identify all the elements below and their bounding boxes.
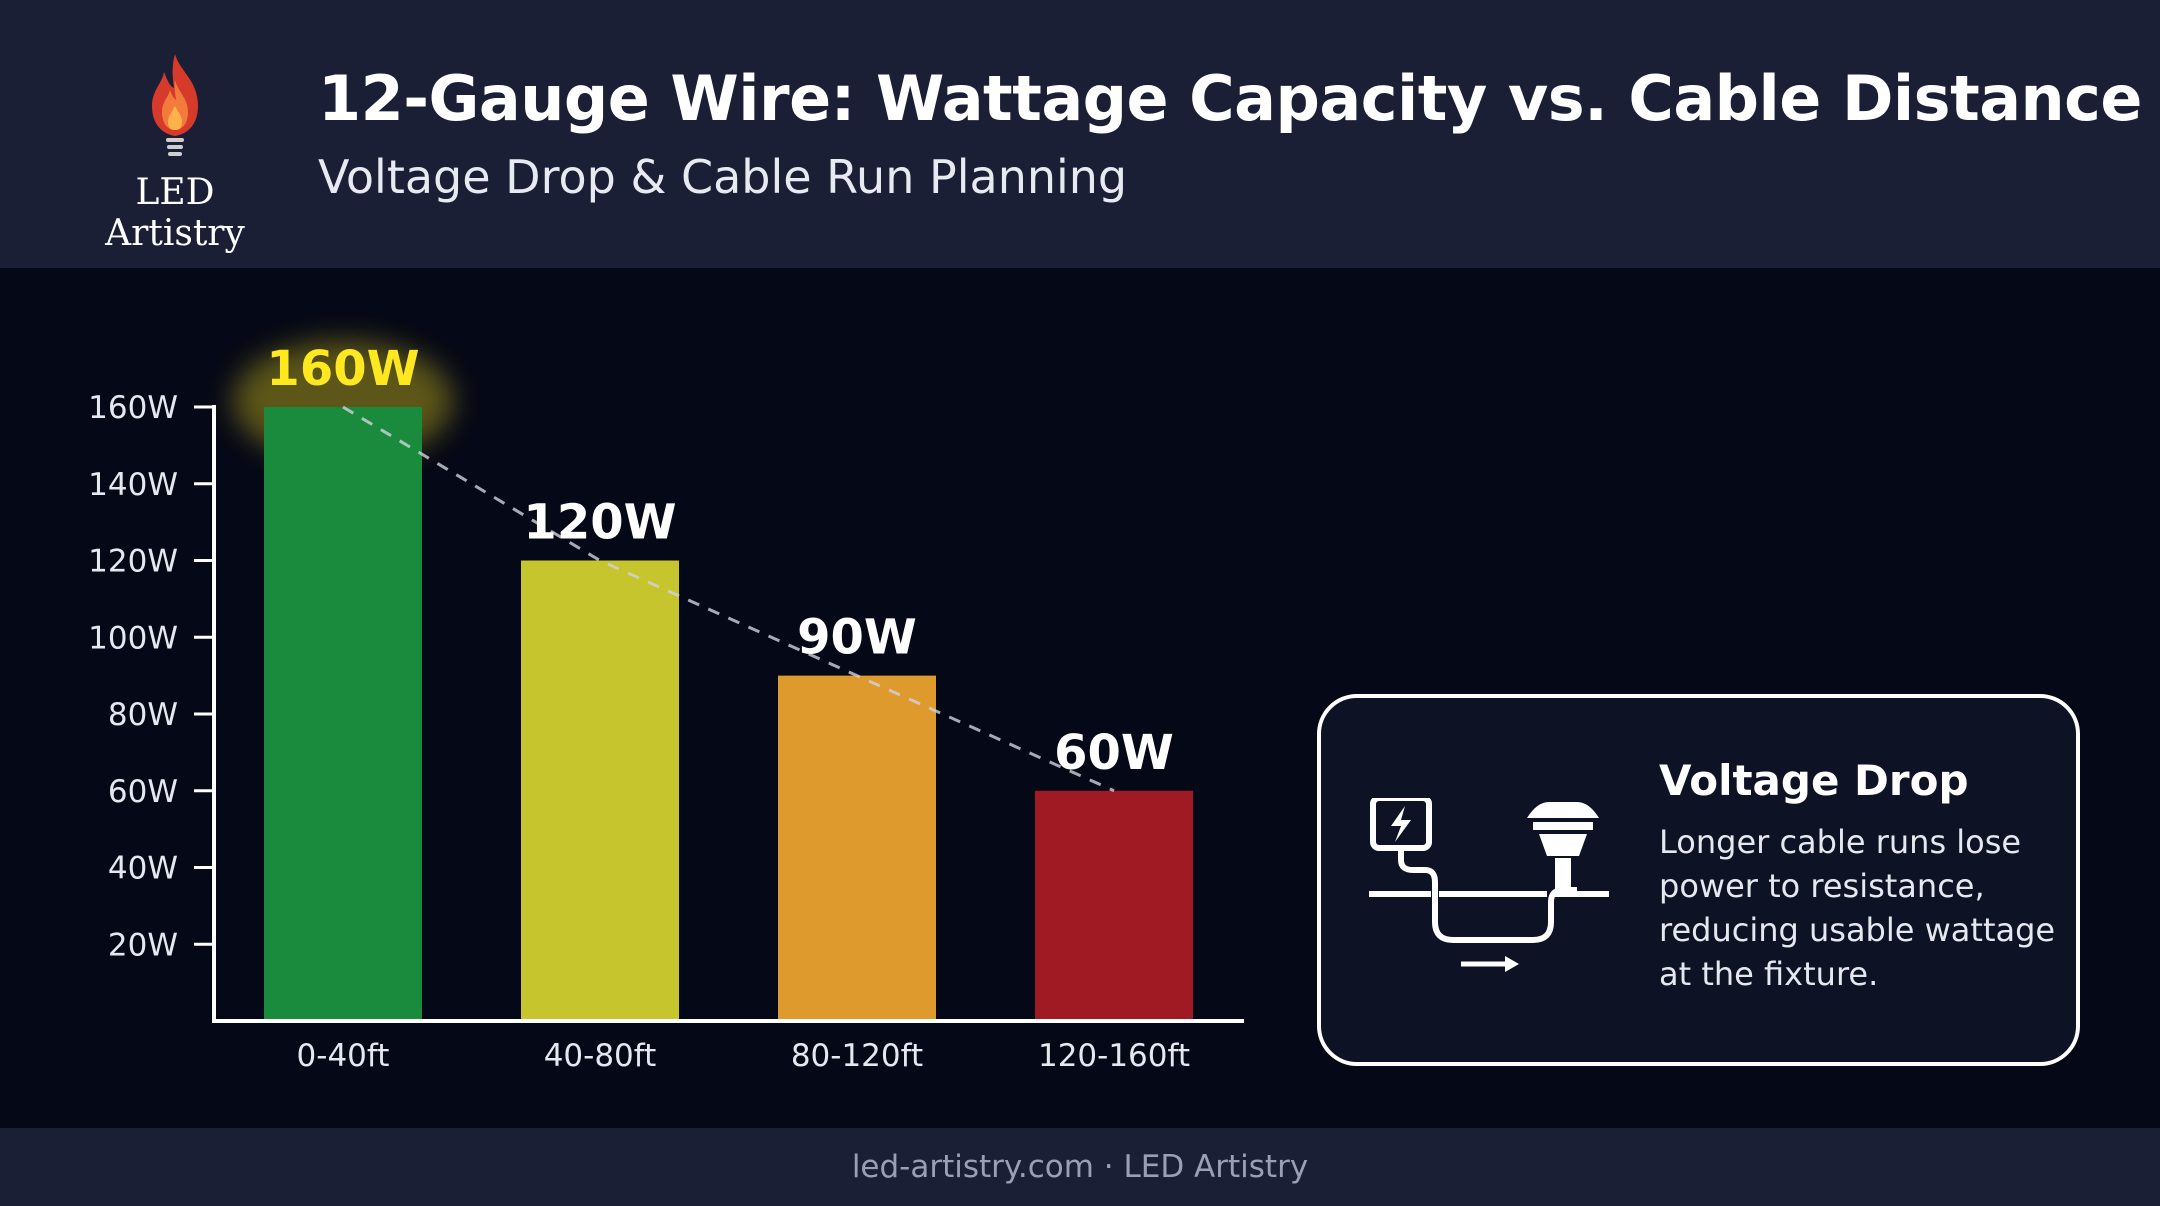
voltage-drop-card: Voltage Drop Longer cable runs lose powe… (1317, 694, 2080, 1066)
y-tick-label: 60W (108, 774, 178, 810)
page-title: 12-Gauge Wire: Wattage Capacity vs. Cabl… (318, 62, 2142, 135)
power-to-fixture-icon (1369, 798, 1609, 972)
bar-0-40ft (264, 407, 422, 1021)
data-label: 90W (797, 610, 917, 666)
data-label: 120W (523, 495, 676, 551)
y-tick-label: 40W (108, 851, 178, 887)
y-tick-label: 20W (108, 927, 178, 963)
bar-40-80ft (521, 560, 679, 1021)
bar-80-120ft (778, 675, 936, 1021)
footer: led-artistry.com · LED Artistry (0, 1128, 2160, 1206)
brand-name: LED Artistry (105, 172, 245, 254)
y-tick-label: 80W (108, 697, 178, 733)
data-label: 160W (266, 341, 419, 397)
y-tick-label: 100W (88, 620, 178, 656)
x-tick-label: 40-80ft (544, 1038, 657, 1074)
x-tick-label: 0-40ft (297, 1038, 390, 1074)
data-label: 60W (1054, 725, 1174, 781)
header: LED Artistry 12-Gauge Wire: Wattage Capa… (0, 0, 2160, 268)
x-tick-label: 80-120ft (791, 1038, 923, 1074)
y-tick-label: 120W (88, 544, 178, 580)
brand-logo: LED Artistry (60, 40, 290, 254)
info-card-body: Longer cable runs lose power to resistan… (1659, 823, 2056, 993)
flame-bulb-icon (152, 54, 198, 156)
y-tick-label: 160W (88, 390, 178, 426)
wattage-bar-chart: 20W 40W 60W 80W 100W 120W 140W 160W 0-40ft 40-80f… (88, 341, 1244, 1074)
x-tick-label: 120-160ft (1038, 1038, 1190, 1074)
footer-text: led-artistry.com · LED Artistry (851, 1149, 1309, 1185)
y-tick-label: 140W (88, 467, 178, 503)
info-card-title: Voltage Drop (1659, 756, 1969, 805)
trend-line (342, 405, 1115, 793)
bar-120-160ft (1035, 790, 1193, 1021)
page-subtitle: Voltage Drop & Cable Run Planning (318, 150, 1128, 204)
